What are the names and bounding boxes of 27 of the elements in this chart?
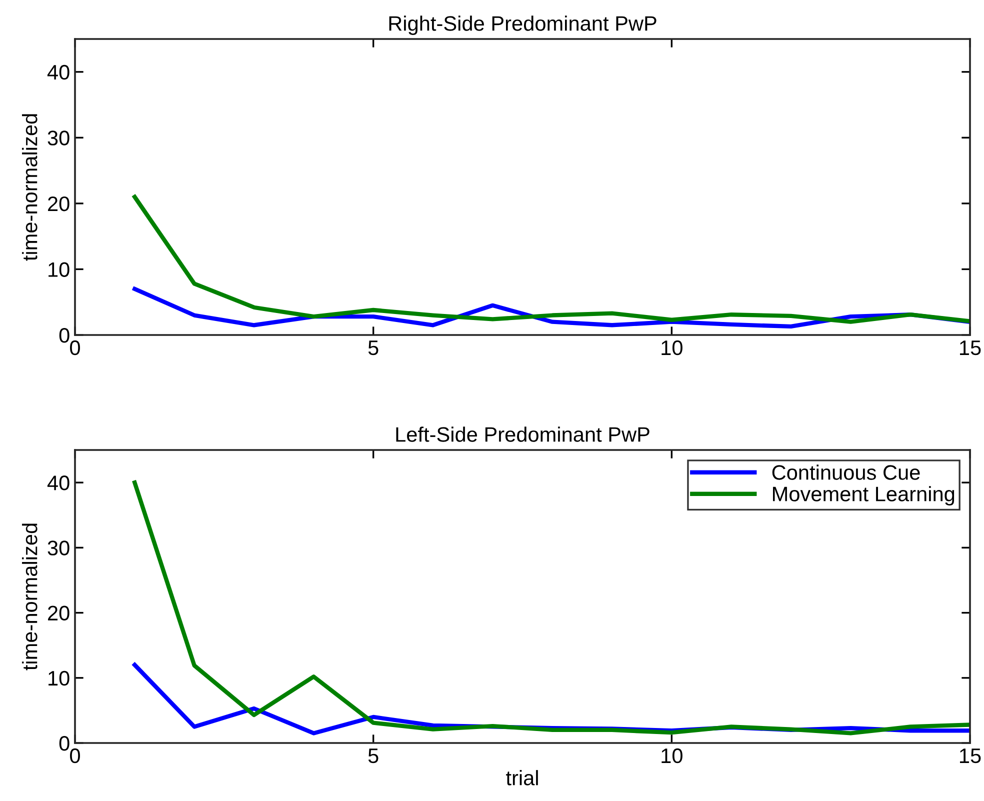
y-tick-label: 20 [48,606,70,621]
x-tick-label: 0 [70,748,80,764]
y-tick-label: 40 [47,476,70,490]
x-tick-label: 0 [70,340,80,356]
x-tick-label: 5 [368,340,378,356]
y-tick-label: 40 [47,64,70,80]
y-axis-title: time-normalized [22,524,38,670]
x-tick-label: 10 [662,340,682,356]
y-axis-title: time-normalized [22,114,38,261]
x-tick-label: 15 [960,340,981,356]
chart-title: Left-Side Predominant PwP [396,426,650,442]
line-series [132,480,970,736]
y-tick-label: 10 [48,670,70,686]
y-tick-label: 30 [48,130,70,146]
y-tick-label: 30 [48,540,70,556]
y-tick-label: 20 [48,196,70,212]
y-tick-label: 0 [59,736,70,751]
x-tick-label: 10 [662,748,682,764]
x-tick-label: 5 [368,748,378,764]
legend-label: Movement Learning [773,486,954,506]
legend-label: Continuous Cue [772,464,920,480]
line-series [132,194,970,324]
y-tick-label: 0 [59,328,70,343]
chart-title: Right-Side Predominant PwP [389,16,656,35]
x-tick-label: 15 [960,748,981,764]
y-tick-label: 10 [48,262,70,277]
x-axis-title: trial [506,770,538,786]
